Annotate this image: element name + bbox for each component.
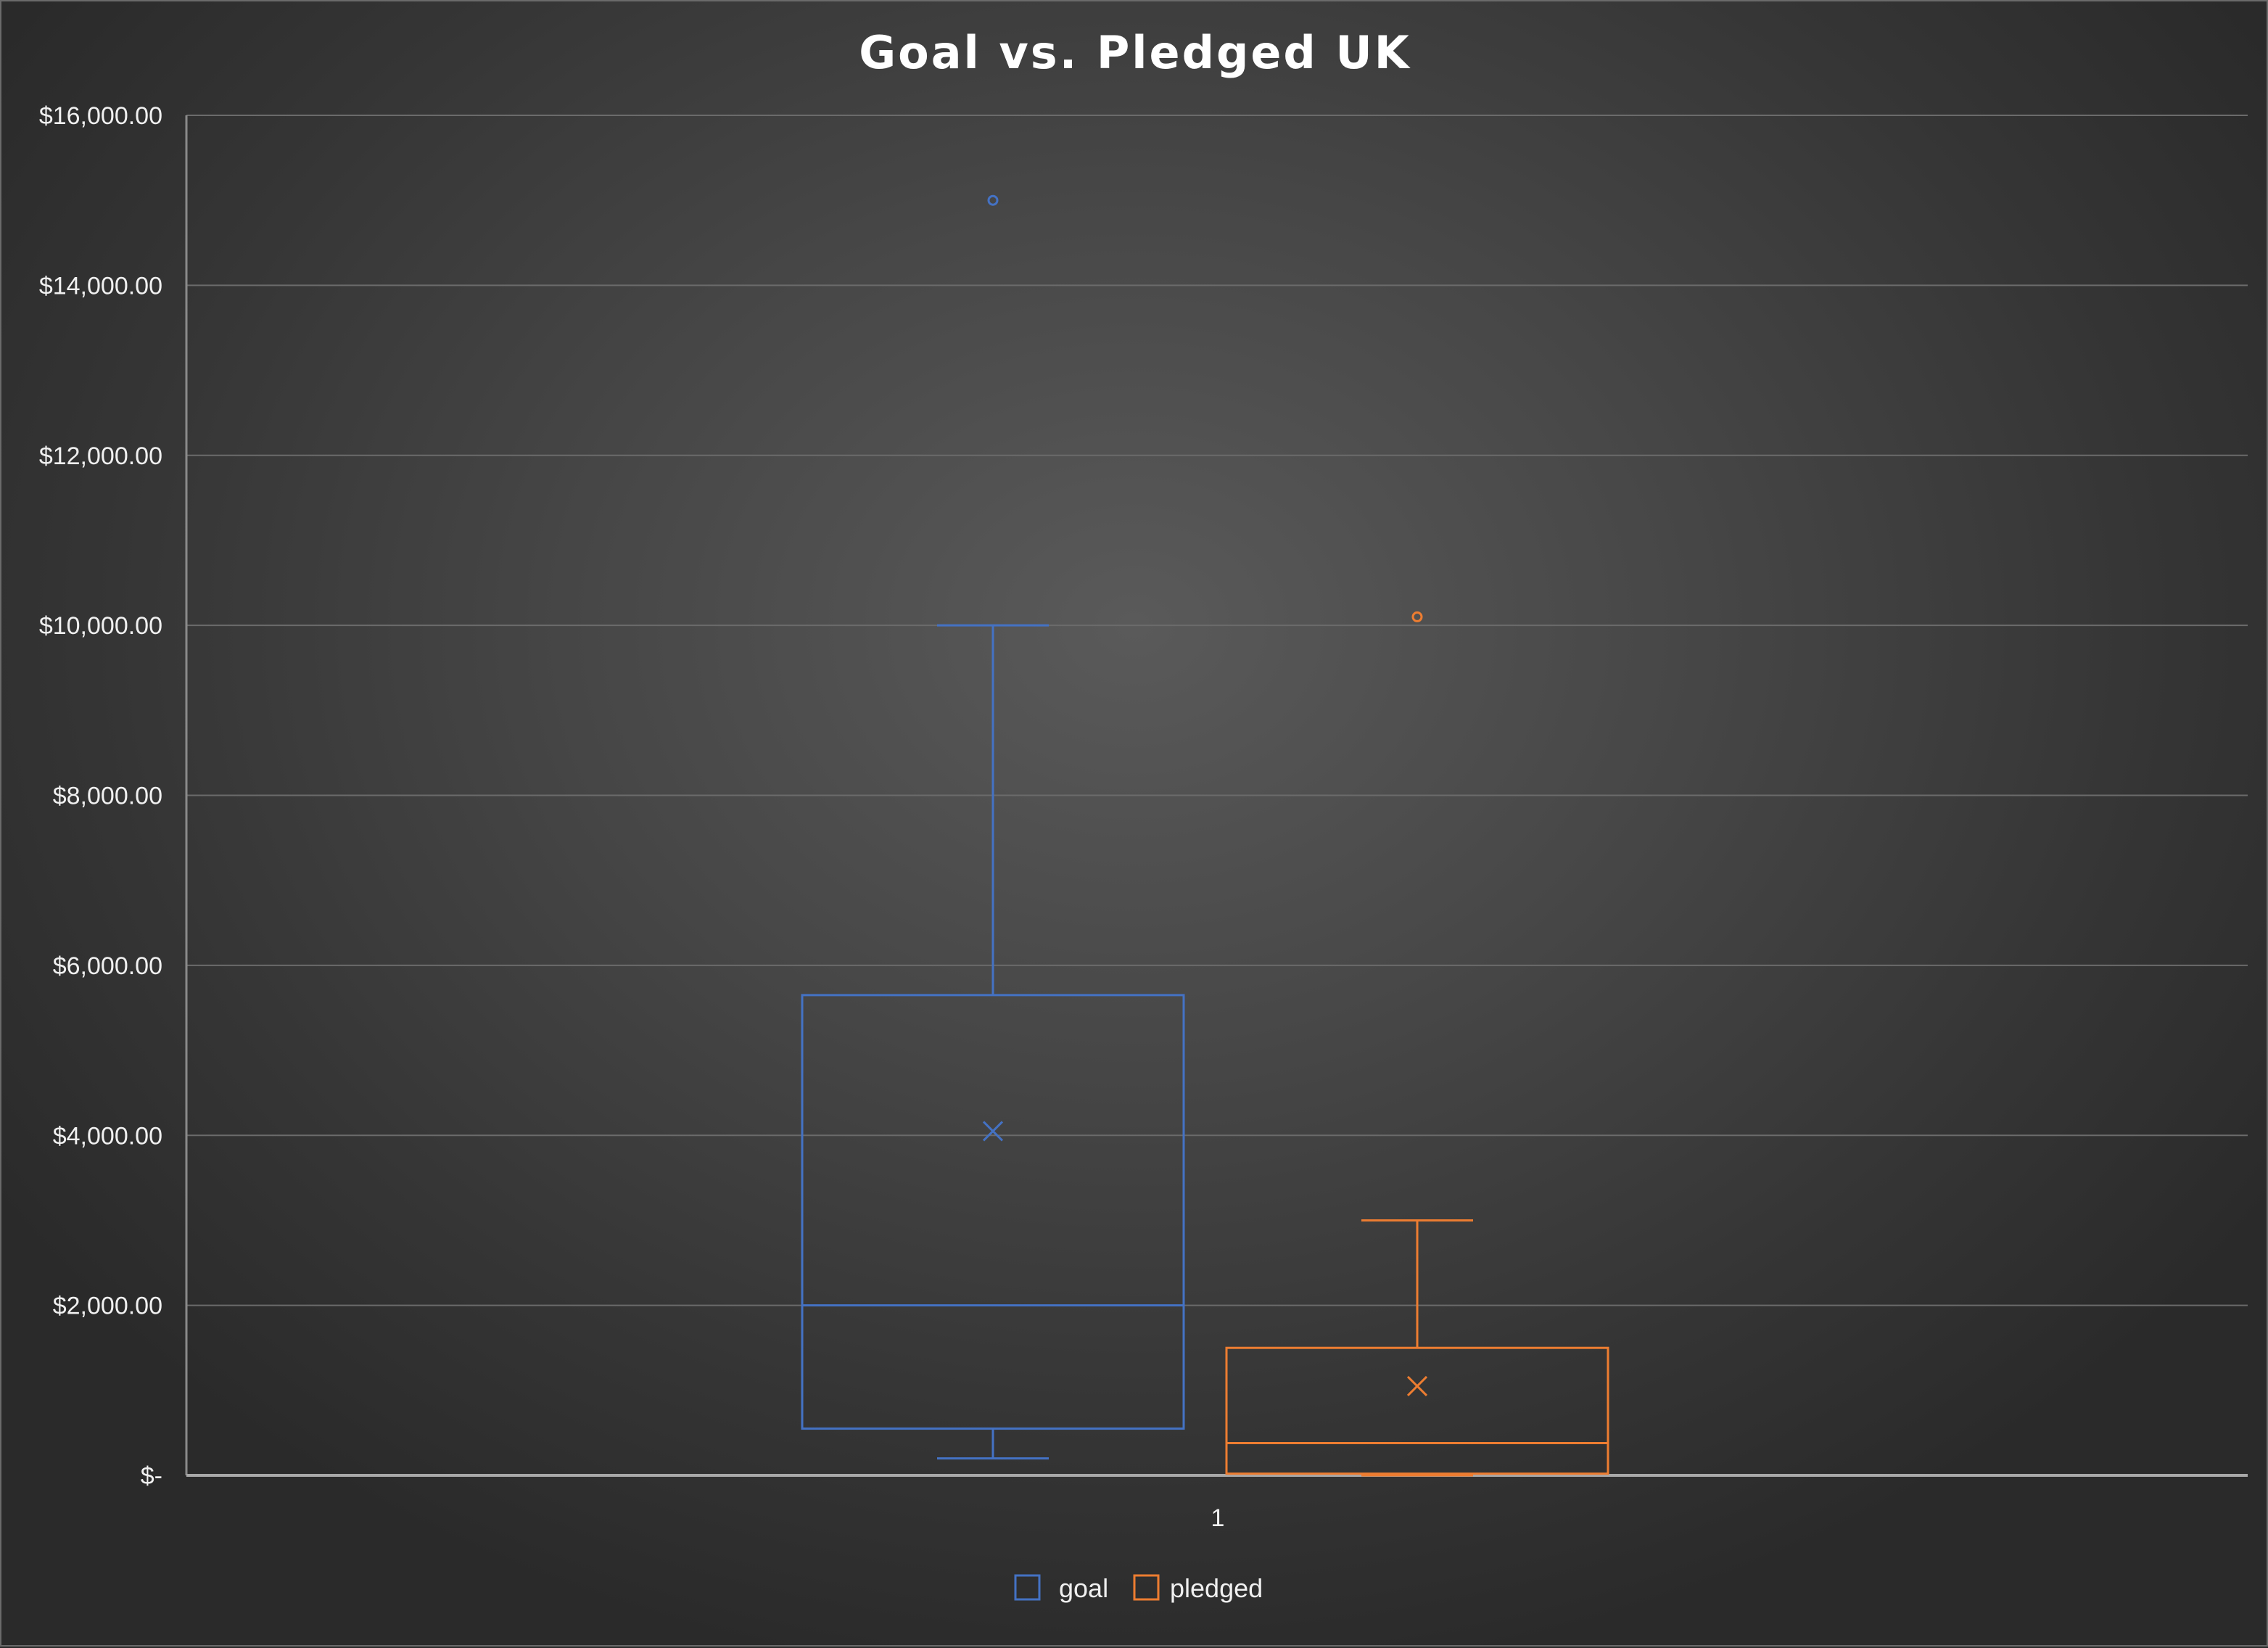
x-tick-label: 1 — [1211, 1504, 1225, 1532]
box-pledged — [1225, 611, 1609, 1477]
y-tick-label: $4,000.00 — [53, 1122, 162, 1150]
y-tick-labels: $- $2,000.00 $4,000.00 $6,000.00 $8,000.00 $1… — [39, 102, 162, 1490]
box-pledged-iqr — [1225, 1346, 1609, 1475]
box-goal-iqr — [801, 994, 1185, 1430]
box-goal-mean-marker — [982, 1121, 1004, 1142]
legend-swatch — [1133, 1574, 1160, 1601]
box-pledged-outlier — [1411, 611, 1423, 622]
box-pledged-mean-marker — [1406, 1375, 1428, 1397]
legend-label: pledged — [1170, 1573, 1263, 1603]
legend-item-goal: goal — [1014, 1573, 1108, 1603]
y-tick-label: $- — [141, 1462, 162, 1490]
legend-item-pledged: pledged — [1133, 1573, 1263, 1603]
y-tick-label: $10,000.00 — [39, 612, 162, 640]
y-tick-label: $6,000.00 — [53, 952, 162, 980]
y-tick-label: $16,000.00 — [39, 102, 162, 130]
x-tick-labels: 1 — [1211, 1504, 1225, 1532]
box-goal-outlier — [987, 194, 999, 206]
box-goal — [801, 194, 1185, 1460]
box-series — [801, 194, 1609, 1477]
legend-label: goal — [1059, 1573, 1108, 1603]
axes — [185, 115, 2248, 1477]
legend: goal pledged — [1014, 1573, 1263, 1603]
gridlines — [186, 115, 2248, 1306]
y-tick-label: $12,000.00 — [39, 442, 162, 470]
y-tick-label: $8,000.00 — [53, 783, 162, 810]
y-tick-label: $14,000.00 — [39, 272, 162, 300]
legend-swatch — [1014, 1574, 1041, 1601]
y-tick-label: $2,000.00 — [53, 1293, 162, 1320]
chart-title: Goal vs. Pledged UK — [859, 26, 1411, 79]
